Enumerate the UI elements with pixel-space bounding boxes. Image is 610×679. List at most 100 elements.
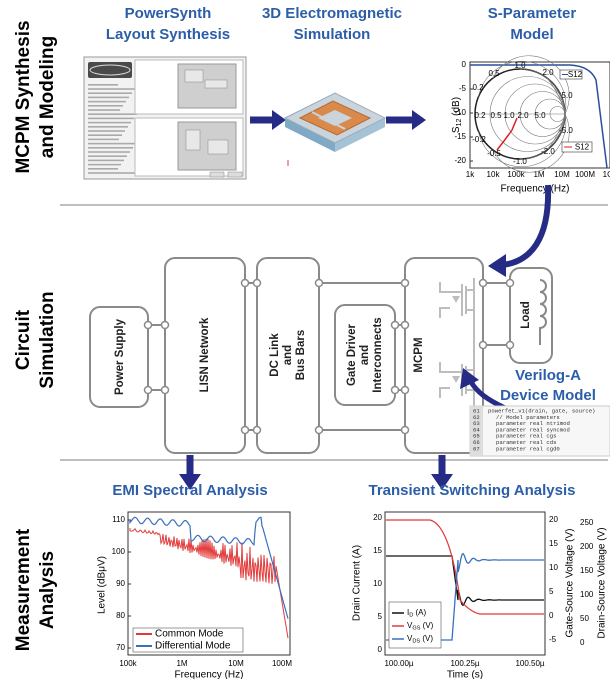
y-axis-label: Drain Current (A) [352,545,363,621]
diagram: MCPM Synthesisand ModelingCircuitSimulat… [0,0,610,679]
block-label: Load [520,301,532,328]
panel-title: Layout Synthesis [106,26,230,43]
terminal [402,322,409,329]
button [210,172,224,177]
text-line [88,172,135,174]
code-line-number: 67 [473,445,480,452]
y-axis-label: Level (dBμV) [97,556,108,614]
smith-label: 0.2 [474,111,486,120]
panel-title: EMI Spectral Analysis [112,482,267,499]
smith-label: 1.0 [514,61,526,70]
terminal [254,427,261,434]
smith-label: 1.0 [503,111,515,120]
block-label: Bus Bars [295,330,307,381]
y3-axis-label: Drain-Source Voltage (V) [597,527,608,638]
text-line [88,168,118,170]
text-line [88,92,132,94]
y3-tick-label: 50 [580,614,589,623]
text-line [88,118,134,120]
terminal [402,387,409,394]
section-label: Measurement [13,528,34,651]
panel-title: Transient Switching Analysis [369,482,576,499]
terminal [145,387,152,394]
x-tick-label: 100k [507,170,525,179]
y-tick-label: 0 [378,645,383,654]
terminal [392,387,399,394]
arrow-shaft [386,117,414,124]
terminal [507,342,514,349]
text-line [88,113,137,115]
x-tick-label: 10M [228,659,244,668]
smith-label: 0.5 [488,69,500,78]
layout-trace [205,80,227,88]
text-line [88,97,129,99]
x-tick-label: 10M [554,170,570,179]
smith-label: -1.0 [513,157,527,166]
text-line [88,164,121,166]
terminal [480,280,487,287]
y3-tick-label: 200 [580,542,594,551]
code-line: parameter real cgd0 [496,445,560,452]
page: { "sections": { "synthesis": ["MCPM Synt… [0,0,610,679]
panel-title: 3D Electromagnetic [262,5,402,22]
smith-label: 5.0 [534,111,546,120]
diode [452,376,460,383]
terminal [254,280,261,287]
layout-trace [186,130,200,150]
arrow-head [272,110,286,130]
y3-tick-label: 0 [580,638,585,647]
y2-axis-label: Gate-Source Voltage (V) [565,529,576,638]
terminal [480,342,487,349]
logo [88,62,132,78]
terminal [402,427,409,434]
x-tick-label: 100.50µ [515,659,544,668]
block-label: MCPM [413,337,425,372]
y2-tick-label: -5 [549,635,557,644]
y-tick-label: 5 [378,612,383,621]
y-tick-label: 0 [462,60,467,69]
text-line [88,155,127,157]
terminal [316,280,323,287]
curved-arrow [502,185,548,265]
x-tick-label: 1k [466,170,475,179]
smith-label: 5.0 [561,91,573,100]
x-tick-label: 100.00µ [384,659,413,668]
text-line [88,151,130,153]
text-line [88,134,122,136]
y-tick-label: 90 [116,579,125,588]
block-label: Interconnects [372,317,384,392]
text-line [88,139,119,141]
panel-title: Simulation [294,26,371,43]
panel-title: PowerSynth [125,5,212,22]
y-tick-label: 20 [373,513,382,522]
terminal [242,280,249,287]
text-line [88,105,123,107]
x-axis-label: Frequency (Hz) [501,184,570,195]
y-axis-label-rest: (dB) [451,97,462,119]
section-label: Circuit [13,309,34,370]
panel-title: Device Model [500,387,596,404]
smith-label: -0.2 [472,135,486,144]
section-label: Simulation [37,291,58,388]
terminal [507,280,514,287]
legend-label: S12 [575,143,590,152]
y-axis-label: S12 (dB) [451,97,463,133]
arrow-shaft [250,117,274,124]
block-label: and [359,345,371,365]
x-axis-label: Time (s) [447,670,483,679]
arrow-head [488,254,506,277]
y3-tick-label: 150 [580,566,594,575]
text-line [88,101,126,103]
smith-label: 0.5 [490,111,502,120]
terminal [402,280,409,287]
y-tick-label: 70 [116,643,125,652]
section-label: MCPM Synthesis [13,20,34,173]
y3-tick-label: 250 [580,518,594,527]
text-line [88,143,136,145]
y-axis-label-sub: 12 [456,119,463,127]
block-label: Gate Driver [346,323,358,386]
block-label: LISN Network [199,317,211,392]
legend-label: Common Mode [155,629,224,640]
text-line [88,130,125,132]
text-line [88,122,131,124]
